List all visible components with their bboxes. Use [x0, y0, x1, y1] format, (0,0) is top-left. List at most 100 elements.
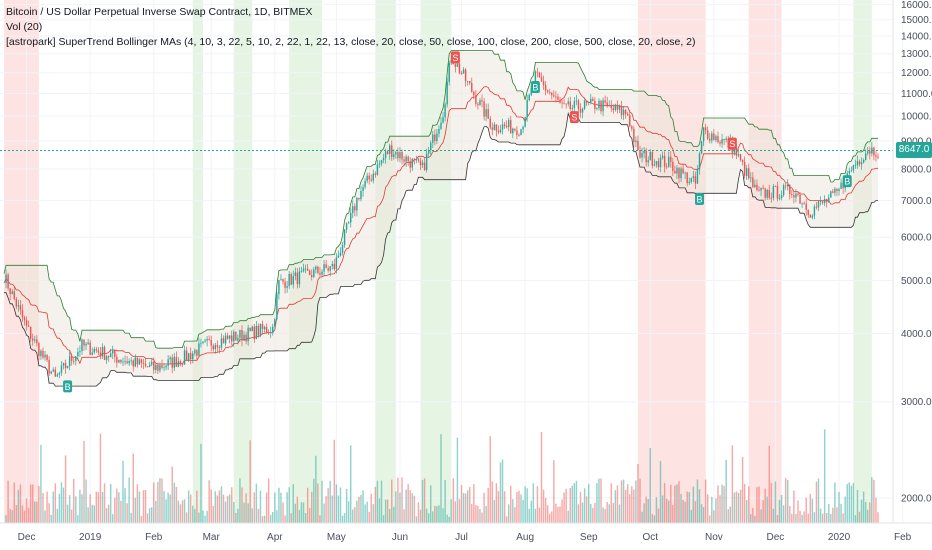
candle-body	[130, 360, 132, 362]
candle-body	[103, 347, 106, 360]
volume-bar	[713, 510, 715, 523]
candle-body	[745, 168, 748, 176]
x-tick-label: May	[327, 532, 346, 543]
volume-bar	[395, 491, 397, 523]
volume-bar	[616, 485, 619, 523]
symbol-title[interactable]: Bitcoin / US Dollar Perpetual Inverse Sw…	[6, 6, 313, 18]
time-axis[interactable]: Dec 2019 Feb Mar Apr May Jun Jul Aug Sep Oct Nov Dec…	[18, 532, 912, 543]
candle-body	[132, 360, 134, 367]
candle-body	[864, 153, 867, 160]
candle-body	[284, 281, 286, 288]
candle-body	[181, 364, 184, 365]
candle-body	[561, 102, 563, 104]
volume-bar	[540, 431, 543, 523]
volume-bar	[805, 497, 807, 523]
volume-bar	[793, 490, 795, 523]
candle-body	[9, 288, 11, 295]
volume-bar	[56, 508, 59, 523]
volume-bar	[165, 499, 167, 523]
candle-body	[678, 167, 680, 179]
y-tick-label: 13000.0	[901, 49, 932, 60]
candle-body	[62, 363, 65, 366]
volume-bar	[526, 488, 528, 523]
volume-bar	[770, 482, 773, 523]
candle-body	[440, 122, 442, 129]
volume-bar	[239, 478, 241, 523]
volume-study-label[interactable]: Vol (20)	[6, 21, 43, 33]
candle-body	[306, 268, 309, 271]
candle-body	[505, 125, 508, 128]
x-tick-label: Mar	[203, 532, 221, 543]
candle-body	[73, 360, 75, 362]
volume-bar	[743, 483, 746, 523]
y-tick-label: 12000.0	[901, 68, 932, 79]
signal-label: B	[65, 382, 71, 392]
candle-body	[608, 105, 610, 106]
volume-bar	[604, 509, 606, 523]
volume-bar	[206, 510, 208, 523]
candle-body	[399, 152, 401, 159]
volume-bar	[762, 500, 764, 523]
zone-bear-0	[4, 0, 39, 523]
candle-body	[655, 161, 658, 165]
volume-bar	[608, 504, 610, 523]
volume-bar	[89, 494, 91, 523]
price-axis[interactable]: 2000.0 3000.0 4000.0 5000.0 6000.0 7000.0 8000…	[901, 0, 932, 504]
volume-bar	[151, 507, 153, 523]
signal-B	[842, 175, 852, 188]
volume-bar	[464, 493, 467, 523]
volume-bar	[448, 516, 450, 523]
candle-body	[793, 195, 795, 198]
volume-bar	[553, 460, 555, 523]
volume-bar	[278, 487, 280, 523]
candle-body	[302, 268, 305, 272]
candle-body	[233, 331, 235, 342]
y-tick-label: 11000.0	[901, 89, 932, 100]
volume-bar	[159, 478, 161, 523]
volume-bar	[54, 483, 57, 523]
candle-body	[411, 158, 413, 168]
candle-body	[425, 153, 428, 171]
y-tick-label: 6000.0	[901, 233, 932, 244]
volume-bar	[815, 481, 818, 523]
candle-body	[596, 108, 598, 109]
candle-body	[462, 69, 465, 74]
volume-bar	[624, 489, 627, 523]
candle-body	[315, 266, 317, 270]
volume-bar	[867, 509, 869, 523]
volume-bar	[784, 477, 787, 523]
candle-body	[817, 201, 820, 208]
signal-label: B	[696, 194, 702, 204]
candlestick-series[interactable]	[5, 57, 879, 379]
volume-bar	[382, 515, 385, 523]
candle-body	[126, 361, 128, 364]
volume-bar	[694, 501, 697, 523]
candle-body	[495, 124, 498, 131]
candle-body	[553, 95, 555, 97]
volume-bar	[739, 489, 742, 523]
candle-body	[34, 339, 36, 341]
volume-bar	[647, 498, 649, 523]
candle-body	[239, 330, 241, 338]
candle-body	[768, 189, 770, 198]
volume-bar	[226, 495, 229, 523]
volume-bar	[5, 515, 7, 523]
x-tick-label: Nov	[705, 532, 723, 543]
volume-bar	[27, 507, 30, 523]
volume-bar	[780, 494, 783, 523]
indicator-study-label[interactable]: [astropark] SuperTrend Bollinger MAs (4,…	[6, 36, 696, 48]
candle-body	[610, 105, 613, 109]
volume-bar	[774, 481, 777, 523]
candle-body	[276, 293, 278, 320]
candle-body	[23, 317, 26, 321]
volume-bar	[317, 483, 319, 523]
y-tick-label: 14000.0	[901, 32, 932, 43]
volume-bar	[725, 459, 727, 523]
candle-body	[528, 94, 530, 101]
candle-body	[319, 272, 321, 275]
zone-bear-7	[748, 0, 782, 523]
volume-bar	[397, 477, 399, 523]
candle-body	[577, 100, 580, 109]
volume-bar	[594, 502, 596, 523]
